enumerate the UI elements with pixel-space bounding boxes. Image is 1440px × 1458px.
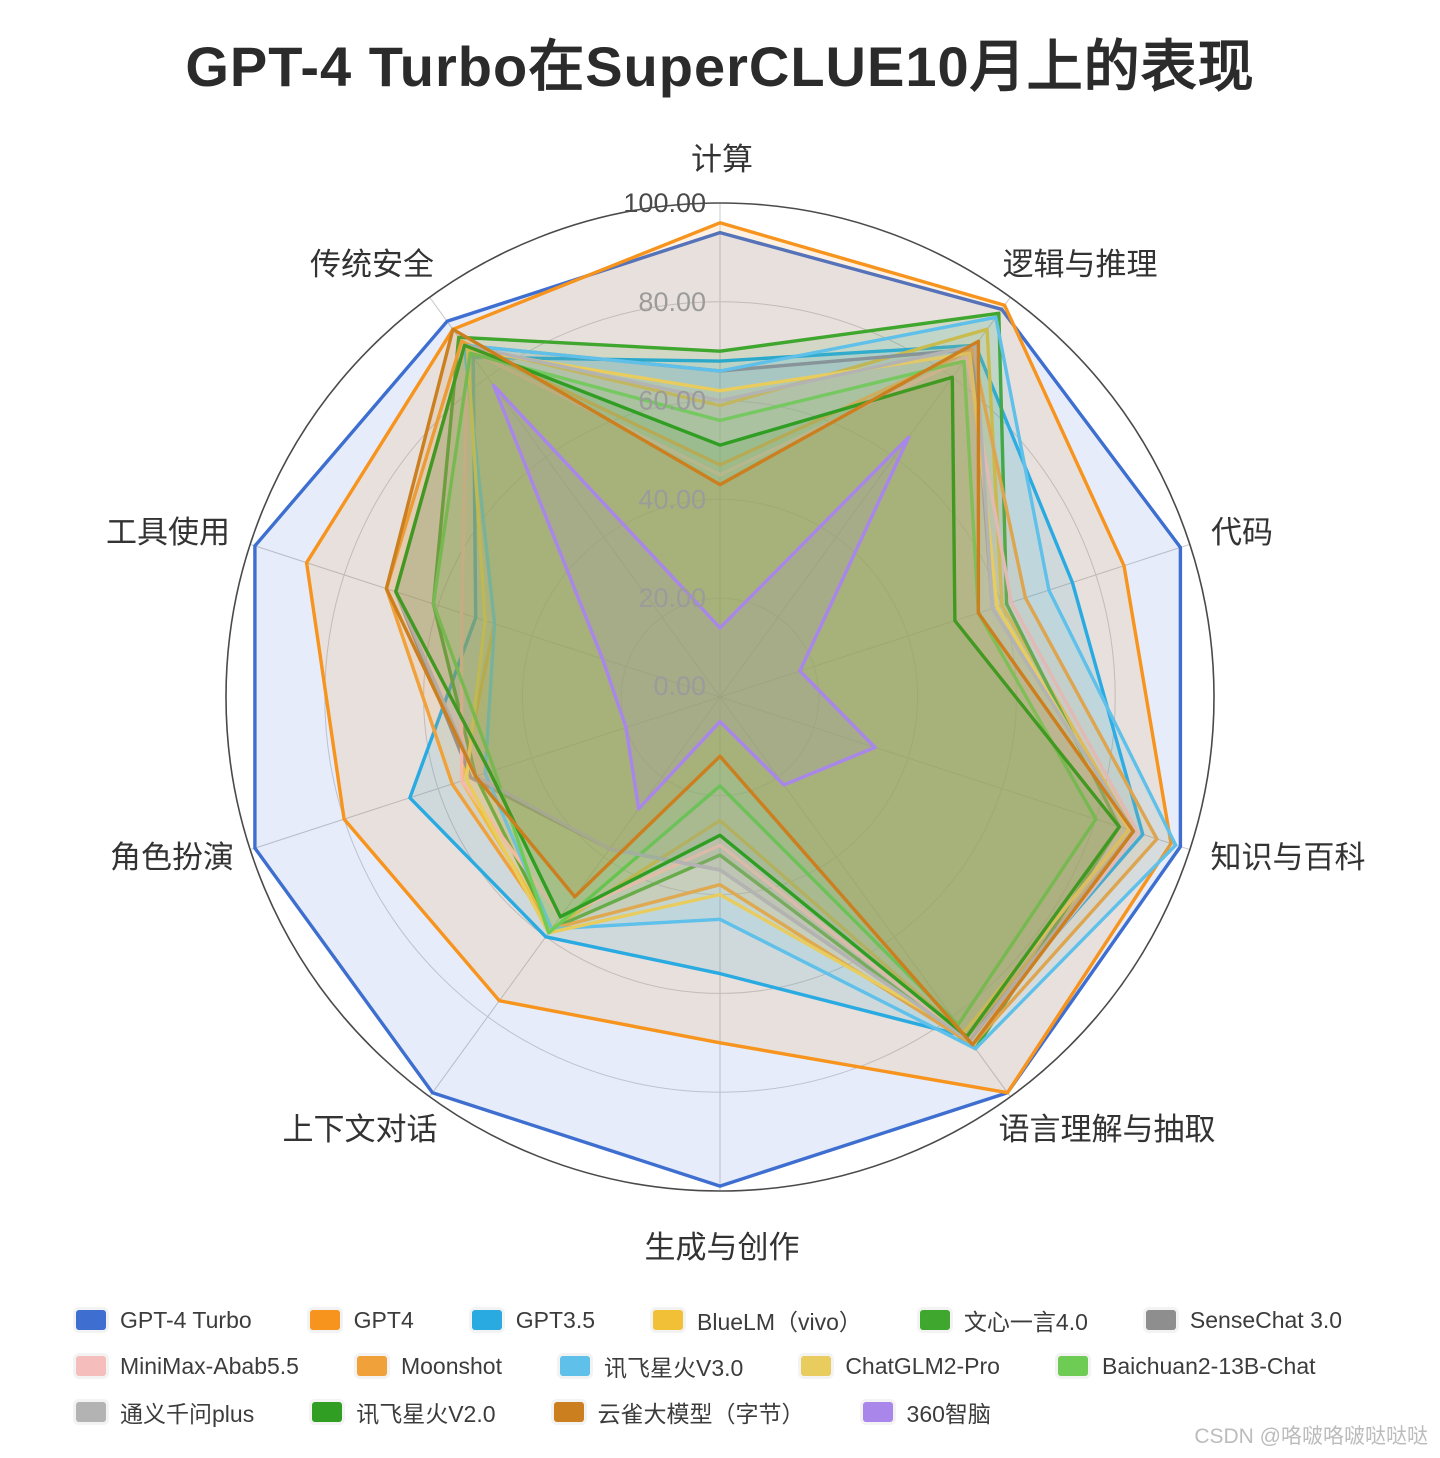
page-title: GPT-4 Turbo在SuperCLUE10月上的表现 bbox=[185, 35, 1255, 98]
axis-label: 角色扮演 bbox=[110, 840, 234, 875]
legend-item: 通义千问plus bbox=[76, 1395, 254, 1429]
legend-label: Baichuan2-13B-Chat bbox=[1101, 1352, 1316, 1379]
legend-swatch bbox=[312, 1402, 343, 1422]
legend-item: 文心一言4.0 bbox=[919, 1303, 1088, 1337]
legend-swatch bbox=[356, 1356, 387, 1376]
radar-series-polygon bbox=[408, 343, 1145, 1039]
legend-item: 云雀大模型（字节） bbox=[553, 1395, 805, 1429]
legend-item: SenseChat 3.0 bbox=[1145, 1306, 1343, 1334]
radar-series-polygon bbox=[384, 339, 1159, 1047]
radial-tick-label: 80.00 bbox=[638, 287, 706, 317]
legend-swatch bbox=[76, 1356, 106, 1376]
legend-swatch bbox=[1057, 1356, 1088, 1376]
legend-swatch bbox=[309, 1310, 340, 1330]
legend-label: 通义千问plus bbox=[120, 1401, 255, 1427]
legend-item: Moonshot bbox=[356, 1352, 502, 1380]
legend-label: SenseChat 3.0 bbox=[1189, 1306, 1343, 1333]
radial-tick-label: 40.00 bbox=[638, 484, 706, 514]
legend-label: 文心一言4.0 bbox=[963, 1309, 1088, 1335]
radial-tick-label: 100.00 bbox=[623, 188, 706, 218]
legend-label: 360智脑 bbox=[906, 1401, 991, 1427]
radar-grid-ring bbox=[620, 597, 820, 797]
legend-swatch bbox=[559, 1356, 590, 1376]
legend-item: 讯飞星火V3.0 bbox=[559, 1349, 744, 1383]
radar-series-polygon bbox=[384, 327, 1136, 1047]
legend-swatch bbox=[862, 1402, 893, 1422]
legend-swatch bbox=[471, 1310, 502, 1330]
watermark: CSDN @咯啵咯啵哒哒哒 bbox=[1194, 1425, 1428, 1448]
axis-label: 逻辑与推理 bbox=[1003, 247, 1158, 282]
radial-tick-label: 20.00 bbox=[638, 583, 706, 613]
legend-swatch bbox=[76, 1310, 106, 1330]
legend-swatch bbox=[653, 1310, 684, 1330]
legend-item: BlueLM（vivo） bbox=[653, 1303, 862, 1337]
legend-label: GPT3.5 bbox=[515, 1306, 596, 1333]
legend-swatch bbox=[553, 1402, 584, 1422]
legend-label: 讯飞星火V3.0 bbox=[603, 1355, 744, 1381]
radial-tick-label: 60.00 bbox=[638, 386, 706, 416]
legend-row: MiniMax-Abab5.5 Moonshot 讯飞星火V3.0 ChatGLM2-… bbox=[76, 1349, 1396, 1383]
legend-row: GPT-4 Turbo GPT4 GPT3.5 BlueLM（vivo） 文心一言4.0… bbox=[76, 1303, 1396, 1337]
legend-item: Baichuan2-13B-Chat bbox=[1057, 1352, 1316, 1380]
radar-series-polygon bbox=[459, 347, 1140, 1043]
radar-series-polygon bbox=[431, 311, 1122, 1051]
legend-label: GPT4 bbox=[353, 1306, 414, 1333]
radar-series-polygon bbox=[431, 351, 1098, 1027]
legend-row: 通义千问plus 讯飞星火V2.0 云雀大模型（字节） 360智脑 bbox=[76, 1395, 1396, 1429]
legend-swatch bbox=[76, 1402, 106, 1422]
radar-series-polygon bbox=[394, 343, 1122, 1039]
chart-legend: GPT-4 Turbo GPT4 GPT3.5 BlueLM（vivo） 文心一言4.0… bbox=[76, 1303, 1396, 1429]
legend-label: BlueLM（vivo） bbox=[697, 1309, 862, 1335]
axis-label: 工具使用 bbox=[106, 515, 230, 550]
axis-label: 语言理解与抽取 bbox=[999, 1112, 1216, 1147]
radial-tick-label: 0.00 bbox=[653, 671, 706, 701]
radar-spoke bbox=[719, 297, 1011, 698]
legend-item: MiniMax-Abab5.5 bbox=[76, 1353, 299, 1380]
legend-item: 讯飞星火V2.0 bbox=[312, 1395, 496, 1429]
axis-label: 上下文对话 bbox=[283, 1112, 438, 1147]
radar-series-polygon bbox=[253, 230, 1183, 1188]
legend-label: Moonshot bbox=[400, 1352, 502, 1379]
axis-label: 代码 bbox=[1211, 515, 1273, 550]
legend-swatch bbox=[1145, 1310, 1176, 1330]
axis-label: 传统安全 bbox=[310, 247, 434, 282]
legend-swatch bbox=[919, 1310, 950, 1330]
radar-series-polygon bbox=[304, 221, 1173, 1095]
radar-grid-ring bbox=[225, 202, 1215, 1192]
legend-label: 云雀大模型（字节） bbox=[597, 1401, 805, 1427]
legend-label: MiniMax-Abab5.5 bbox=[120, 1352, 299, 1379]
axis-label: 知识与百科 bbox=[1211, 840, 1366, 875]
radar-spoke bbox=[719, 696, 1190, 851]
radar-spoke bbox=[429, 297, 721, 698]
legend-item: 360智脑 bbox=[862, 1395, 991, 1429]
axis-label: 计算 bbox=[691, 142, 753, 177]
legend-item: GPT-4 Turbo bbox=[76, 1307, 252, 1334]
legend-item: GPT4 bbox=[309, 1306, 414, 1334]
legend-label: GPT-4 Turbo bbox=[120, 1306, 252, 1333]
legend-item: ChatGLM2-Pro bbox=[801, 1353, 1000, 1380]
legend-swatch bbox=[801, 1356, 832, 1376]
radar-series-polygon bbox=[462, 315, 1178, 1051]
legend-item: GPT3.5 bbox=[471, 1306, 596, 1334]
radar-series-polygon bbox=[491, 383, 911, 811]
legend-label: ChatGLM2-Pro bbox=[845, 1352, 1000, 1379]
legend-label: 讯飞星火V2.0 bbox=[356, 1401, 496, 1427]
axis-label: 生成与创作 bbox=[645, 1230, 800, 1265]
